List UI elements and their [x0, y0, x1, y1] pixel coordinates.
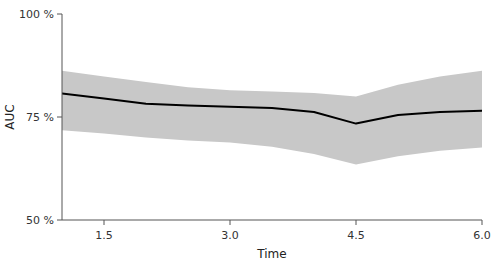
plot-area [62, 71, 482, 165]
x-tick-label: 1.5 [95, 229, 113, 242]
x-tick-label: 6.0 [473, 229, 491, 242]
y-tick-label: 75 % [26, 111, 54, 124]
chart: 1.5 3.0 4.5 6.0 50 % 75 % 100 % Time AUC [0, 0, 500, 266]
y-tick [57, 220, 62, 221]
x-tick [482, 220, 483, 225]
x-axis-label: Time [256, 247, 286, 261]
confidence-band [62, 71, 482, 165]
x-tick [230, 220, 231, 225]
x-tick [356, 220, 357, 225]
y-tick [57, 117, 62, 118]
y-tick-label: 50 % [26, 214, 54, 227]
x-tick [104, 220, 105, 225]
y-tick [57, 14, 62, 15]
x-tick-label: 4.5 [347, 229, 365, 242]
chart-container: 1.5 3.0 4.5 6.0 50 % 75 % 100 % Time AUC [0, 0, 500, 266]
x-tick-label: 3.0 [221, 229, 239, 242]
line [62, 94, 482, 124]
y-tick-label: 100 % [19, 8, 54, 21]
x-axis-line [62, 220, 482, 221]
y-axis-label: AUC [3, 104, 17, 129]
